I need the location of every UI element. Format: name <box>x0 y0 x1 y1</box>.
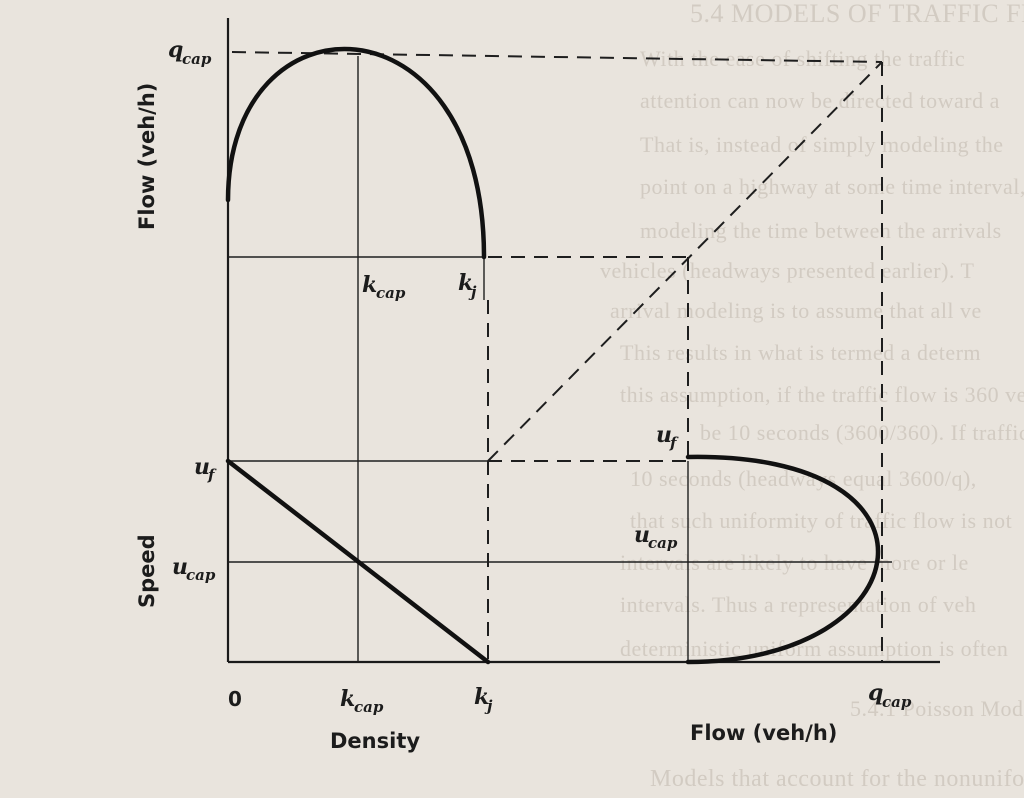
svg-text:cap: cap <box>186 566 216 584</box>
label-kj-mid: k j <box>458 270 477 301</box>
label-uf-left: u f <box>194 454 217 484</box>
svg-text:q: q <box>168 37 183 63</box>
svg-text:u: u <box>656 422 672 448</box>
label-qcap-bottom: q cap <box>868 680 912 711</box>
svg-text:f: f <box>207 466 217 484</box>
svg-text:u: u <box>634 522 650 548</box>
label-kcap-mid: k cap <box>362 272 406 302</box>
label-ucap-left: u cap <box>172 554 216 584</box>
speed-density-line <box>225 458 491 665</box>
label-uf-right: u f <box>656 422 679 452</box>
svg-text:cap: cap <box>376 284 406 302</box>
bg-line-12: that such uniformity of traffic flow is … <box>630 508 1012 533</box>
svg-text:u: u <box>194 454 210 480</box>
svg-text:u: u <box>172 554 188 580</box>
label-kj-bottom: k j <box>474 684 493 715</box>
svg-text:k: k <box>362 272 377 298</box>
bg-line-8: This results in what is termed a determ <box>620 340 981 365</box>
label-origin: 0 <box>228 687 242 711</box>
flow-horizontal-axis-title: Flow (veh/h) <box>690 721 837 745</box>
qcap-dashed-horizontal <box>231 51 883 63</box>
svg-text:j: j <box>484 697 493 715</box>
bg-line-6: vehicles (headways presented earlier). T <box>600 258 975 283</box>
svg-text:f: f <box>669 434 679 452</box>
bg-line-15: deterministic uniform assumption is ofte… <box>620 636 1008 661</box>
svg-text:cap: cap <box>882 693 912 711</box>
speed-axis-title: Speed <box>135 534 159 608</box>
svg-text:cap: cap <box>648 534 678 552</box>
speed-flow-curve <box>685 454 881 665</box>
bg-line-4: point on a highway at some time interval… <box>640 174 1024 199</box>
label-kcap-bottom: k cap <box>340 686 384 716</box>
bg-line-14: intervals. Thus a representation of veh <box>620 592 976 617</box>
label-qcap-top: q cap <box>168 37 212 68</box>
bg-heading: 5.4 MODELS OF TRAFFIC FLOW <box>690 0 1024 28</box>
bg-line-5: modeling the time between the arrivals <box>640 218 1002 243</box>
dashed-diagonal <box>487 61 883 462</box>
svg-text:cap: cap <box>354 698 384 716</box>
bg-section-heading: 5.4.1 Poisson Model <box>850 696 1024 721</box>
label-ucap-right: u cap <box>634 522 678 552</box>
svg-text:j: j <box>468 283 477 301</box>
bg-line-9: this assumption, if the traffic flow is … <box>620 382 1024 407</box>
svg-text:k: k <box>458 270 473 296</box>
bg-line-7: arrival modeling is to assume that all v… <box>610 298 982 323</box>
bg-line-10: be 10 seconds (3600/360). If traffic flo… <box>700 420 1024 445</box>
svg-text:cap: cap <box>182 50 212 68</box>
background-book-text: 5.4 MODELS OF TRAFFIC FLOW With the ease… <box>600 0 1024 792</box>
flow-axis-title: Flow (veh/h) <box>135 83 159 230</box>
svg-text:k: k <box>474 684 489 710</box>
svg-text:q: q <box>868 680 883 706</box>
bg-line-3: That is, instead of simply modeling the <box>640 132 1004 157</box>
flow-density-curve <box>225 46 487 260</box>
density-axis-title: Density <box>330 729 420 753</box>
bg-line-1: With the ease of shifting the traffic <box>640 46 965 71</box>
bg-bottom-line: Models that account for the nonuniformit… <box>650 766 1024 792</box>
bg-line-2: attention can now be directed toward a <box>640 88 1000 113</box>
svg-text:k: k <box>340 686 355 712</box>
